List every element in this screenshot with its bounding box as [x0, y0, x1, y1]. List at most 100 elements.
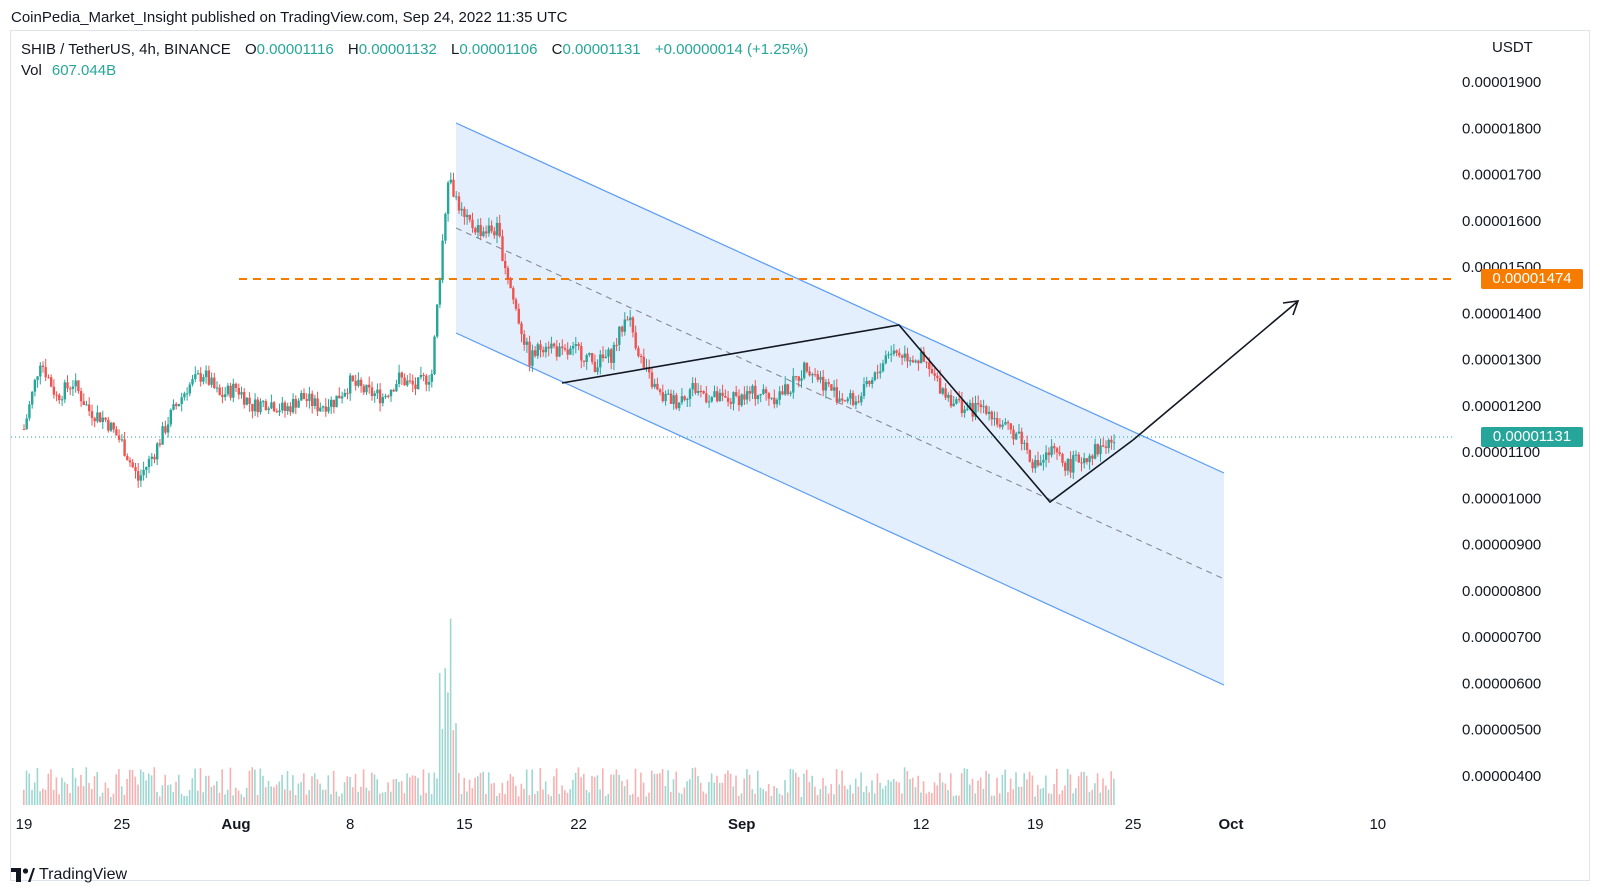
volume-bar: [428, 772, 430, 805]
volume-bar: [357, 791, 359, 805]
candle-body: [1006, 422, 1010, 424]
volume-bar: [221, 769, 223, 805]
volume-bar: [172, 792, 175, 805]
candle-body: [694, 383, 697, 393]
volume-bar: [819, 789, 822, 805]
candle-body: [311, 393, 314, 406]
volume-bar: [341, 793, 343, 805]
candle-body: [77, 380, 80, 392]
volume-bar: [403, 793, 406, 805]
volume-bar: [199, 768, 202, 805]
volume-bar: [66, 783, 69, 805]
volume-bar: [332, 770, 335, 805]
volume-bar: [311, 776, 313, 805]
price-tick-label: 0.00001300: [1462, 352, 1541, 369]
channel-median-line: [455, 227, 1225, 580]
candle-body: [876, 372, 879, 374]
channel-lower-line: [455, 332, 1225, 686]
volume-bar: [324, 789, 327, 805]
volume-bar: [803, 773, 805, 805]
volume-bar: [960, 773, 963, 805]
candle-body: [243, 392, 246, 405]
volume-bar: [240, 794, 243, 805]
candle-body: [1072, 455, 1075, 473]
candle-body: [444, 213, 447, 241]
candle-body: [778, 391, 781, 400]
volume-bar: [178, 774, 180, 805]
candle-body: [406, 380, 409, 386]
candle-body: [319, 407, 322, 412]
price-tick-label: 0.00001700: [1462, 167, 1541, 184]
volume-bar: [1026, 779, 1028, 805]
candle-body: [1055, 448, 1059, 453]
candle-body: [79, 391, 83, 402]
volume-bar: [629, 794, 631, 805]
volume-bar: [882, 788, 884, 805]
candle-body: [1020, 431, 1023, 444]
candle-body: [275, 411, 278, 413]
volume-bar: [884, 785, 887, 805]
volume-bar: [322, 789, 324, 805]
volume-bar: [207, 775, 210, 805]
volume-bar: [550, 796, 552, 805]
volume-bar: [281, 774, 283, 805]
candle-body: [417, 377, 420, 389]
candle-body: [879, 371, 882, 374]
volume-bar: [52, 789, 55, 805]
volume-bar: [183, 796, 185, 805]
volume-bar: [955, 795, 957, 805]
candle-body: [713, 391, 716, 398]
volume-bar: [778, 793, 781, 805]
volume-bar: [988, 773, 990, 805]
volume-bar: [746, 769, 748, 805]
candle-body: [25, 418, 28, 430]
volume-bar: [525, 769, 528, 805]
candle-body: [987, 411, 991, 414]
volume-bar: [164, 774, 166, 805]
candle-body: [751, 385, 754, 394]
volume-bar: [63, 782, 66, 805]
volume-bar: [349, 777, 351, 805]
candle-body: [240, 392, 243, 395]
candle-body: [887, 354, 890, 356]
volume-bar: [982, 788, 985, 805]
candle-body: [150, 456, 153, 459]
candle-body: [191, 379, 194, 385]
volume-bar: [256, 795, 259, 805]
volume-bar: [596, 775, 599, 805]
volume-bar: [1069, 774, 1072, 805]
volume-bar: [950, 773, 952, 805]
candle-body: [770, 397, 773, 399]
volume-bar: [925, 793, 928, 805]
volume-bar: [762, 789, 764, 805]
volume-bar: [566, 792, 569, 805]
candle-body: [547, 346, 550, 349]
volume-bar: [811, 775, 813, 805]
volume-bar: [110, 797, 112, 805]
candle-body: [607, 349, 610, 357]
candle-body: [362, 386, 365, 393]
volume-bar: [226, 789, 229, 805]
volume-bar: [547, 794, 550, 805]
tradingview-brand[interactable]: TradingView: [11, 866, 127, 884]
volume-bar: [808, 782, 811, 805]
candle-body: [438, 280, 442, 305]
volume-bar: [112, 793, 115, 805]
volume-bar: [498, 793, 501, 805]
volume-bar: [496, 796, 498, 805]
candle-body: [308, 393, 311, 401]
candle-body: [251, 403, 254, 412]
candle-body: [1050, 446, 1053, 456]
symbol-name: SHIB / TetherUS, 4h, BINANCE: [21, 41, 231, 58]
candle-body: [199, 373, 202, 382]
candle-body: [471, 219, 474, 229]
volume-bar: [305, 794, 308, 805]
volume-bar: [148, 773, 150, 805]
candle-body: [316, 398, 319, 412]
candle-body: [996, 418, 999, 425]
candle-body: [313, 398, 317, 406]
candle-body: [166, 424, 170, 433]
volume-bar: [1023, 773, 1025, 805]
volume-bar: [555, 768, 558, 805]
